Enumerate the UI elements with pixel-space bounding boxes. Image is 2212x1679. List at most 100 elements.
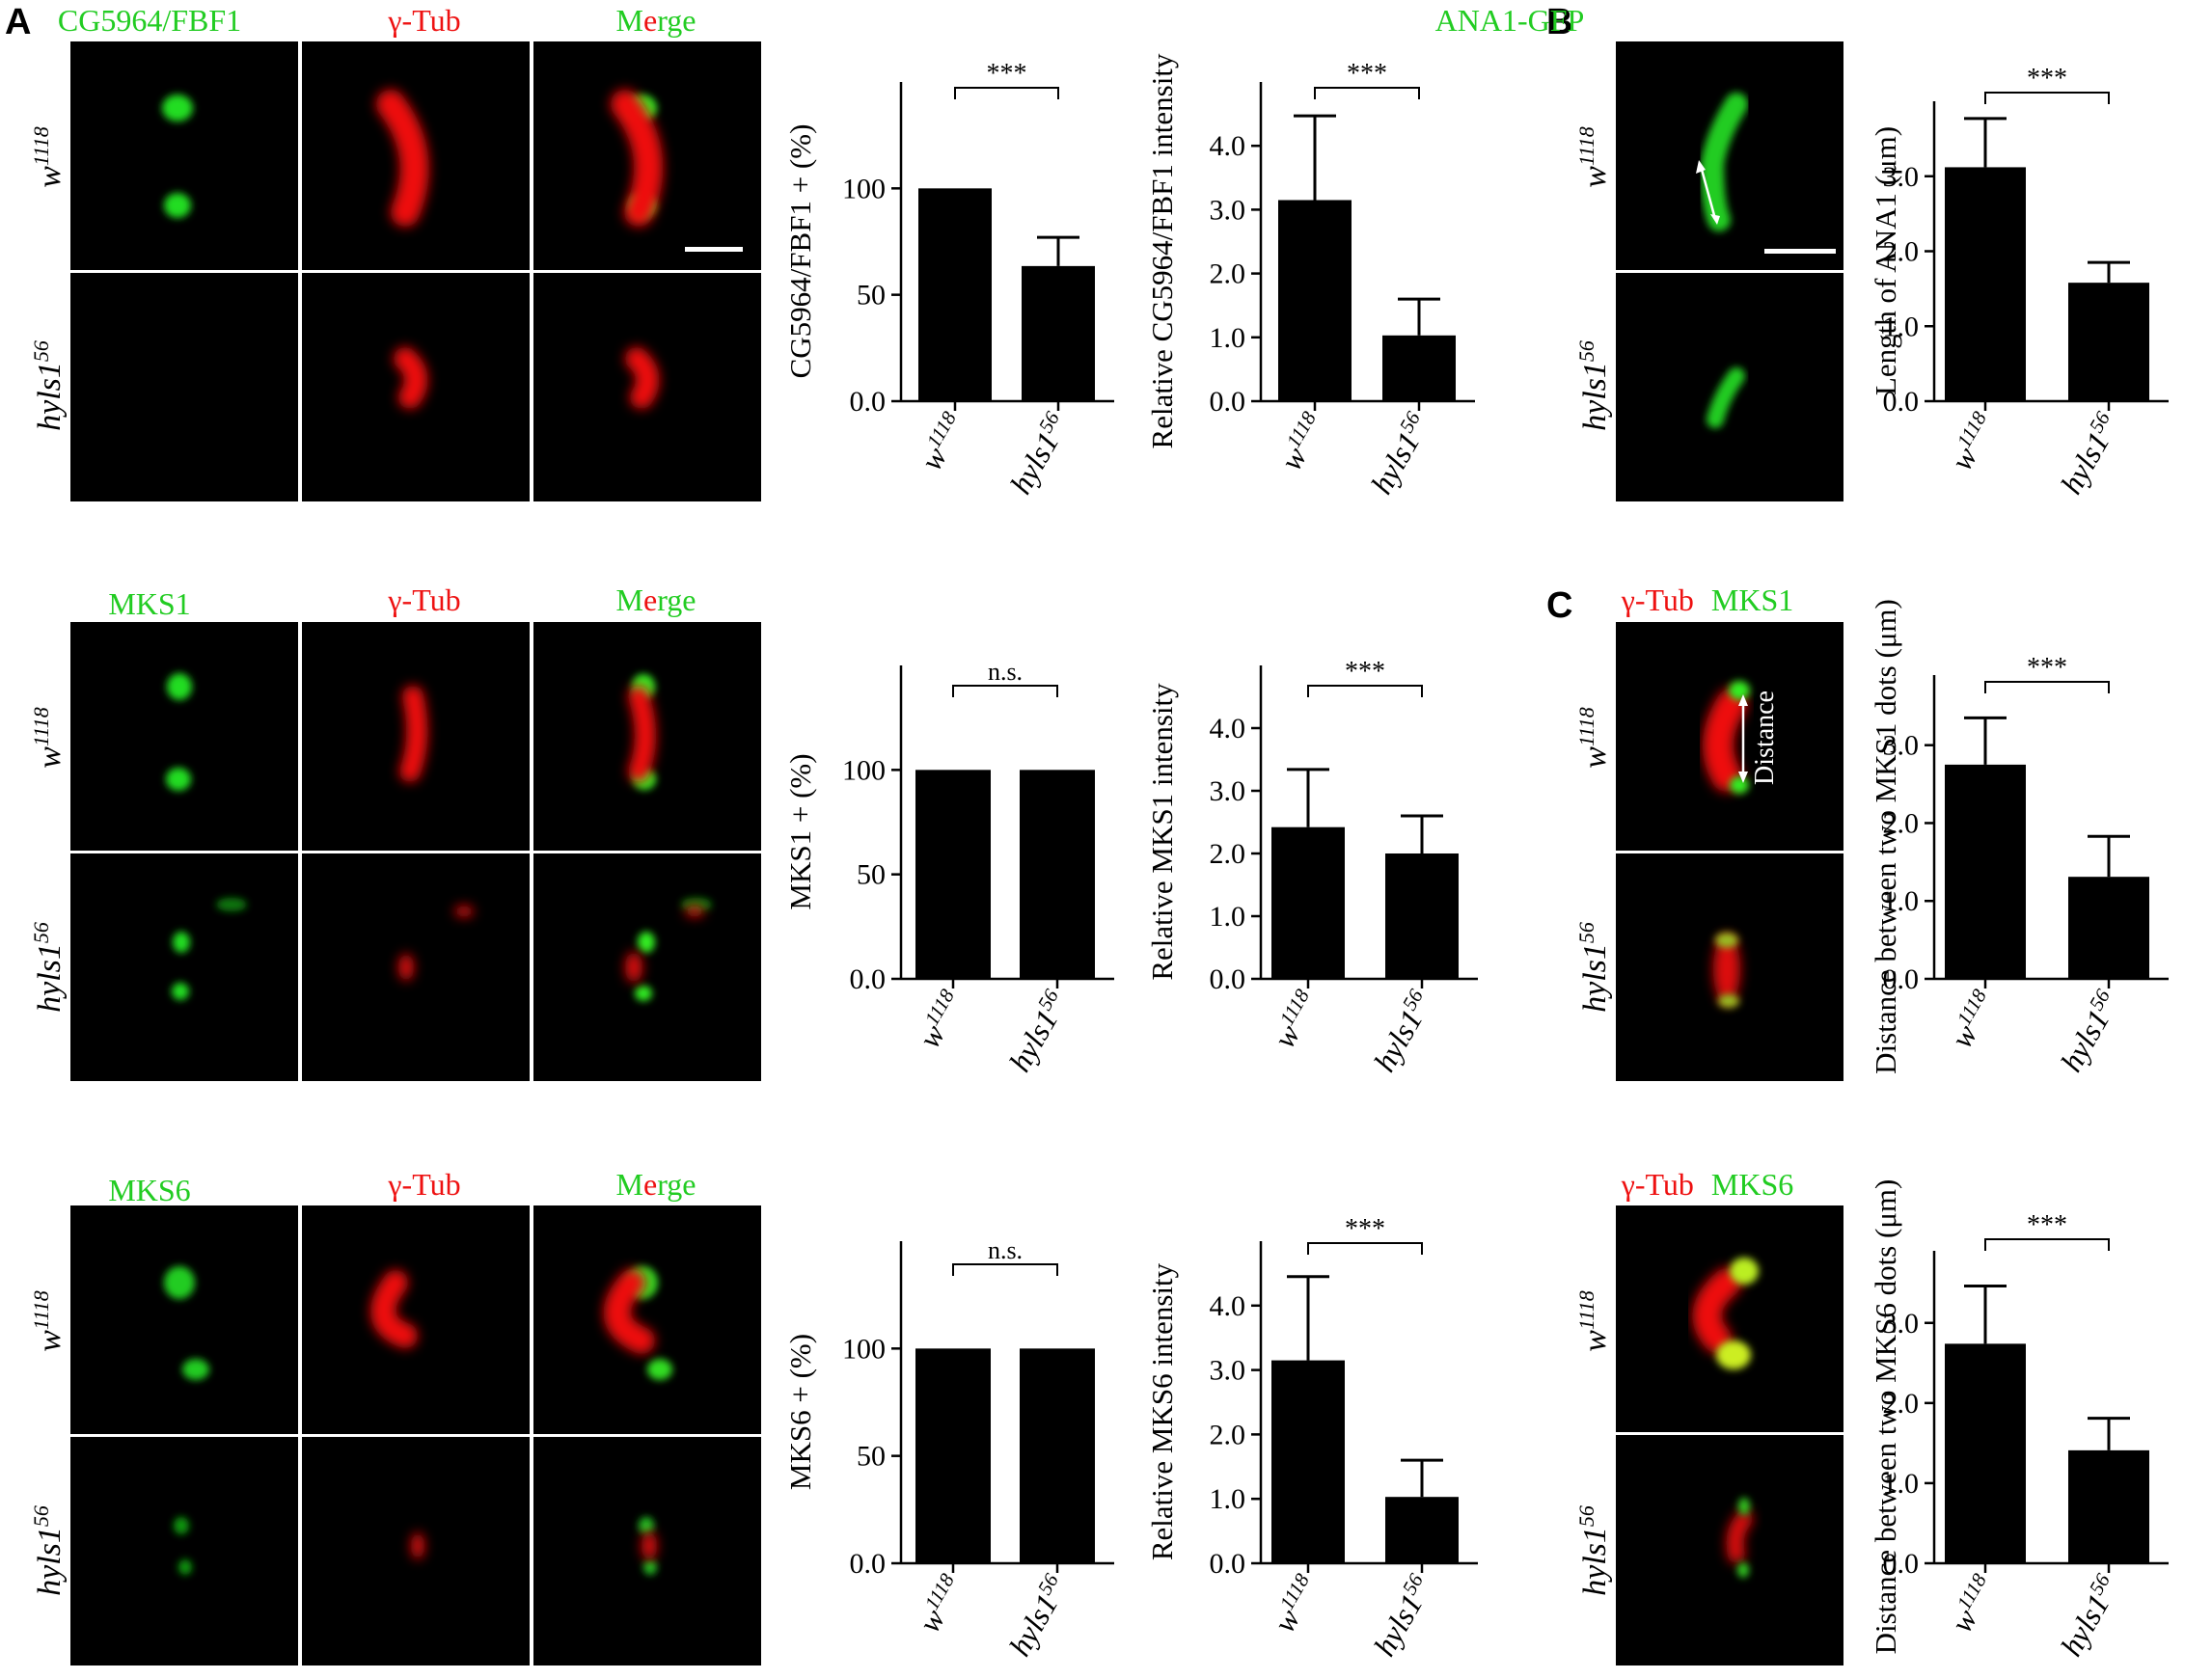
x-tick-label: hyls156 [1001, 407, 1076, 500]
red-signal [376, 90, 664, 409]
significance-bracket [1984, 92, 2110, 104]
channel-title-green: MKS6 [108, 1173, 190, 1207]
bar-chart-mks1-percent: 0.0 50 100 MKS1 + (%) w1118 hyls156 n.s. [783, 658, 1114, 1077]
y-tick-label: 1.0 [1210, 901, 1246, 933]
significance-bracket [952, 1263, 1058, 1276]
genotype-label-mut: hyls156 [1574, 340, 1614, 431]
y-axis-label: MKS1 + (%) [783, 753, 817, 909]
bar [1385, 1497, 1459, 1563]
channel-title-merge: Merge [616, 1167, 696, 1202]
x-tick-label: w1118 [1942, 407, 2003, 476]
y-tick-label: 0.0 [850, 1548, 887, 1580]
red-signal [398, 686, 704, 983]
x-tick-label: hyls156 [2052, 1569, 2126, 1662]
x-tick-label: w1118 [910, 985, 970, 1054]
significance-bracket [952, 685, 1058, 697]
significance-bracket [954, 87, 1059, 99]
bar [1020, 770, 1095, 979]
significance-label: *** [2027, 653, 2067, 683]
micrograph [70, 273, 298, 501]
channel-title-red: γ-Tub [387, 582, 460, 617]
bar [2068, 283, 2149, 401]
micrograph [302, 1205, 530, 1434]
image-row-2-titles: MKS1 γ-Tub Merge [108, 582, 696, 621]
y-tick-label: 2.0 [1883, 807, 1920, 839]
y-tick-label: 0.0 [1210, 386, 1246, 418]
micrograph [70, 622, 298, 851]
genotype-label-wt: w1118 [29, 707, 68, 768]
micrograph [1616, 41, 1843, 270]
y-tick-label: 0.0 [1210, 963, 1246, 995]
x-tick-label: hyls156 [2052, 407, 2126, 500]
micrograph [533, 853, 761, 1081]
channel-title-red: γ-Tub [387, 1167, 460, 1202]
panel-b-micrographs [1616, 41, 1843, 501]
significance-label: n.s. [988, 658, 1023, 686]
bar [915, 1348, 991, 1563]
y-tick-label: 100 [842, 754, 886, 786]
bar [915, 770, 991, 979]
x-tick-label: hyls156 [1365, 1569, 1439, 1662]
y-tick-label: 100 [842, 1333, 886, 1365]
y-axis-label: MKS6 + (%) [783, 1334, 817, 1490]
significance-label: n.s. [988, 1236, 1023, 1264]
channel-title-merge: Merge [616, 582, 696, 617]
x-tick-label: hyls156 [1365, 985, 1439, 1077]
y-tick-label: 50 [857, 1441, 886, 1473]
bar [1945, 1343, 2026, 1563]
bar-chart-fbf1-intensity: 0.0 1.0 2.0 3.0 4.0 Relative CG5964/FBF1 inte… [1145, 53, 1475, 500]
y-tick-label: 2.0 [1883, 236, 1920, 268]
y-axis-label: Relative MKS1 intensity [1145, 683, 1179, 981]
double-arrow-icon [1696, 160, 1720, 225]
distance-annotation: Distance [1750, 691, 1780, 785]
x-tick-label: w1118 [1265, 1569, 1325, 1638]
y-tick-label: 100 [842, 173, 886, 204]
y-tick-label: 3.0 [1210, 775, 1246, 807]
channel-title-merge: Merge [616, 3, 696, 38]
y-axis-label: Relative CG5964/FBF1 intensity [1145, 53, 1179, 448]
panel-label-a: A [5, 2, 31, 42]
scale-bar [1764, 249, 1836, 254]
bar-chart-mks6-percent: 0.0 50 100 MKS6 + (%) w1118 hyls156 n.s. [783, 1236, 1114, 1662]
y-tick-label: 3.0 [1210, 1355, 1246, 1387]
significance-label: *** [2027, 1210, 2067, 1240]
x-tick-label: w1118 [1265, 985, 1325, 1054]
significance-label: *** [987, 59, 1027, 89]
x-tick-label: w1118 [912, 407, 972, 476]
y-tick-label: 0.0 [1883, 1548, 1920, 1580]
significance-label: *** [2027, 64, 2067, 94]
scale-bar [685, 247, 743, 252]
image-row-3-titles: MKS6 γ-Tub Merge [108, 1167, 696, 1207]
genotype-label-wt: w1118 [29, 126, 68, 187]
y-tick-label: 1.0 [1883, 1468, 1920, 1500]
y-tick-label: 3.0 [1883, 730, 1920, 762]
micrograph-grid-row-1 [70, 41, 761, 501]
panel-c1-micrographs: Distance [1616, 622, 1843, 1081]
micrograph-grid-row-2 [70, 622, 761, 1081]
channel-title-green: MKS1 [108, 586, 190, 621]
panel-label-c: C [1546, 585, 1572, 626]
y-axis-label: Relative MKS6 intensity [1145, 1262, 1179, 1560]
x-tick-label: w1118 [1942, 1569, 2003, 1638]
x-tick-label: hyls156 [2052, 985, 2126, 1077]
channel-title-red: γ-Tub [387, 3, 460, 38]
y-tick-label: 0.0 [850, 963, 887, 995]
genotype-label-wt: w1118 [1574, 707, 1614, 768]
micrograph-grid-row-3 [70, 1205, 761, 1665]
y-tick-label: 2.0 [1883, 1388, 1920, 1420]
y-tick-label: 3.0 [1883, 161, 1920, 193]
genotype-labels: w1118 hyls156 w1118 hyls156 w1118 hyls15… [29, 126, 1614, 1596]
bar [918, 188, 992, 401]
y-axis-label: Distance between two MKS6 dots (μm) [1869, 1179, 1902, 1655]
micrograph [533, 1205, 761, 1434]
significance-bracket [1984, 681, 2110, 693]
y-axis-label: CG5964/FBF1 + (%) [783, 124, 817, 379]
x-tick-label: hyls156 [1000, 1569, 1075, 1662]
micrograph [1616, 1205, 1843, 1432]
x-tick-label: hyls156 [1000, 985, 1075, 1077]
y-tick-label: 0.0 [1883, 963, 1920, 995]
significance-label: *** [1345, 657, 1385, 687]
